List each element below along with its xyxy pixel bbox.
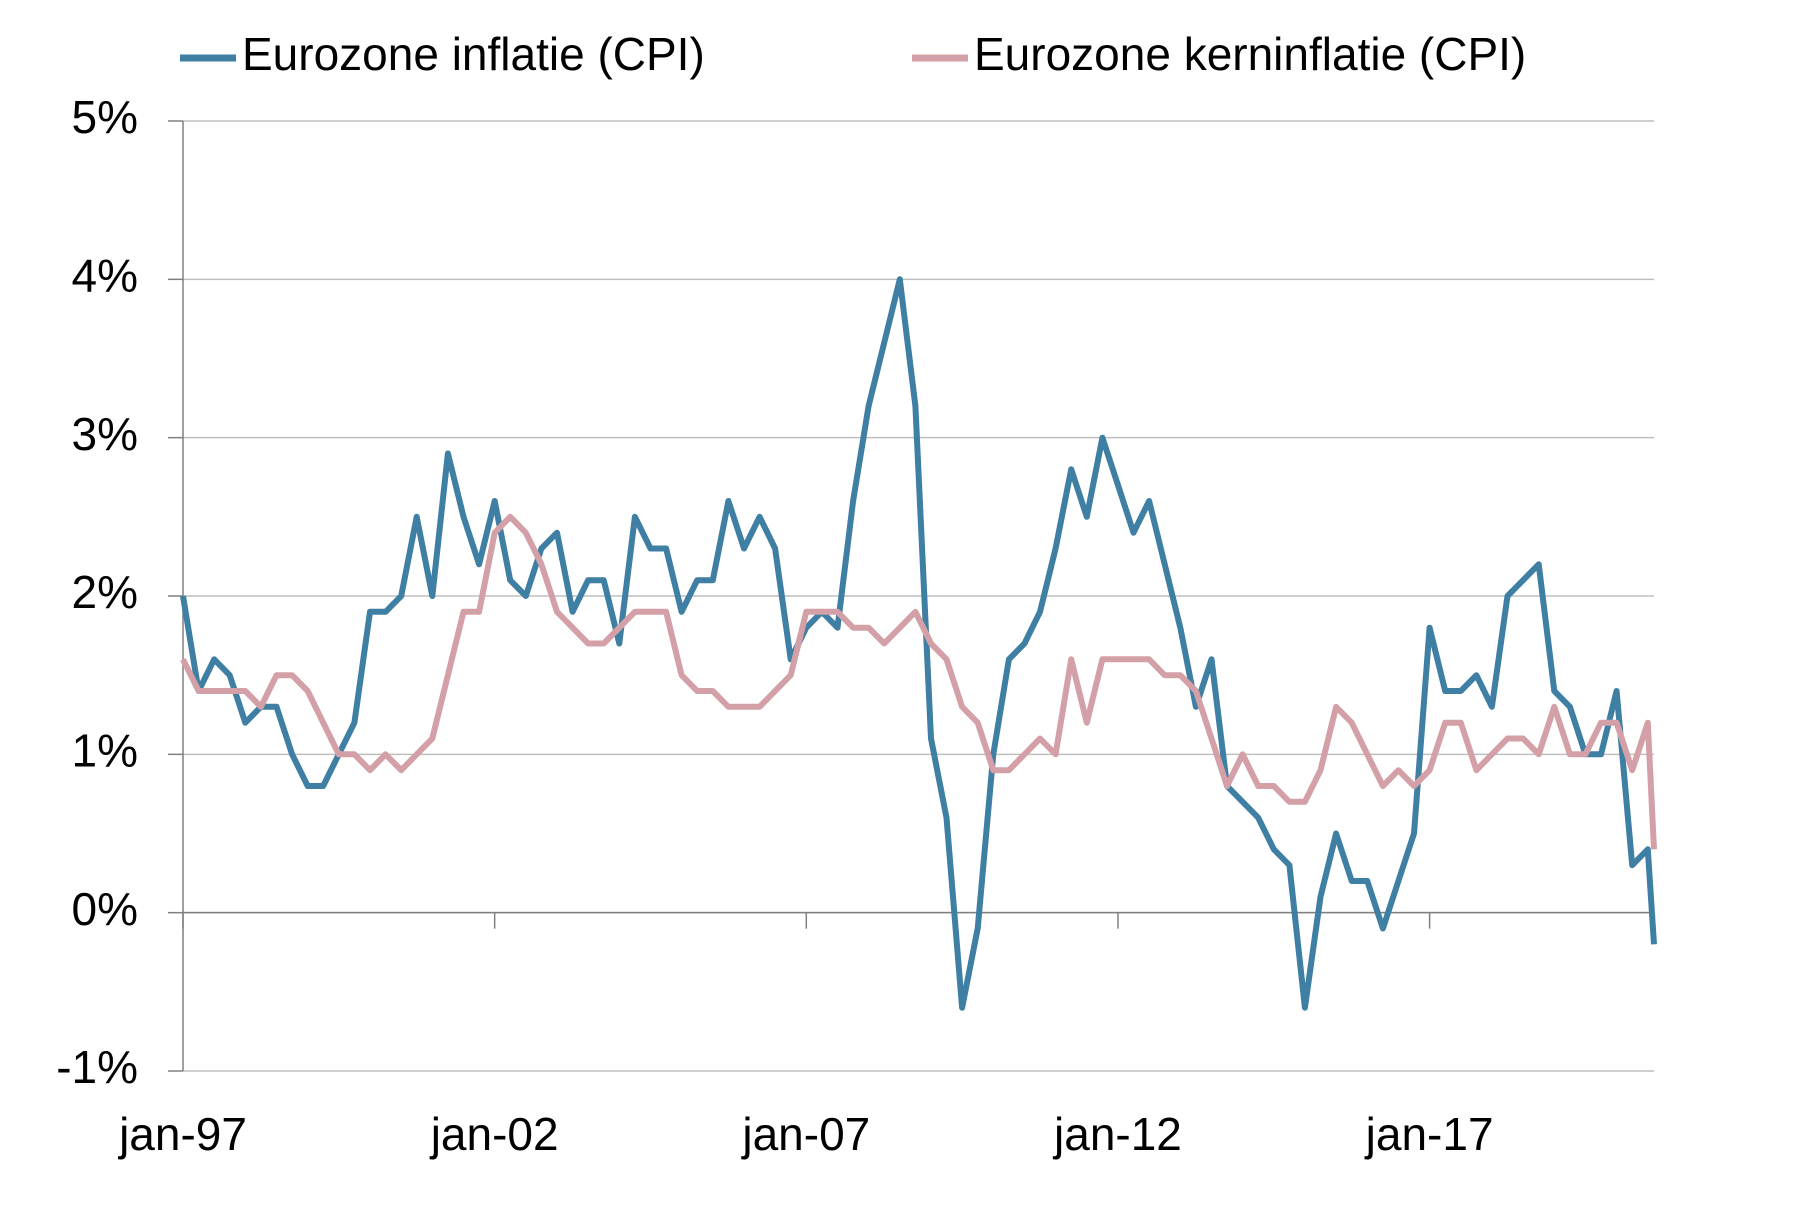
x-tick-label: jan-02 bbox=[429, 1108, 559, 1160]
y-tick-label: 4% bbox=[72, 249, 138, 301]
x-tick-label: jan-97 bbox=[117, 1108, 247, 1160]
line-series bbox=[180, 513, 1657, 850]
y-tick-label: 1% bbox=[72, 724, 138, 776]
y-tick-label: -1% bbox=[56, 1041, 138, 1093]
y-tick-label: 0% bbox=[72, 883, 138, 935]
legend-label: Eurozone inflatie (CPI) bbox=[242, 28, 705, 80]
x-tick-label: jan-07 bbox=[740, 1108, 870, 1160]
line-series bbox=[180, 276, 1657, 1011]
y-tick-label: 5% bbox=[72, 91, 138, 143]
x-tick-label: jan-17 bbox=[1364, 1108, 1494, 1160]
y-tick-label: 3% bbox=[72, 408, 138, 460]
legend-label: Eurozone kerninflatie (CPI) bbox=[974, 28, 1526, 80]
x-tick-label: jan-12 bbox=[1052, 1108, 1182, 1160]
y-tick-label: 2% bbox=[72, 566, 138, 618]
